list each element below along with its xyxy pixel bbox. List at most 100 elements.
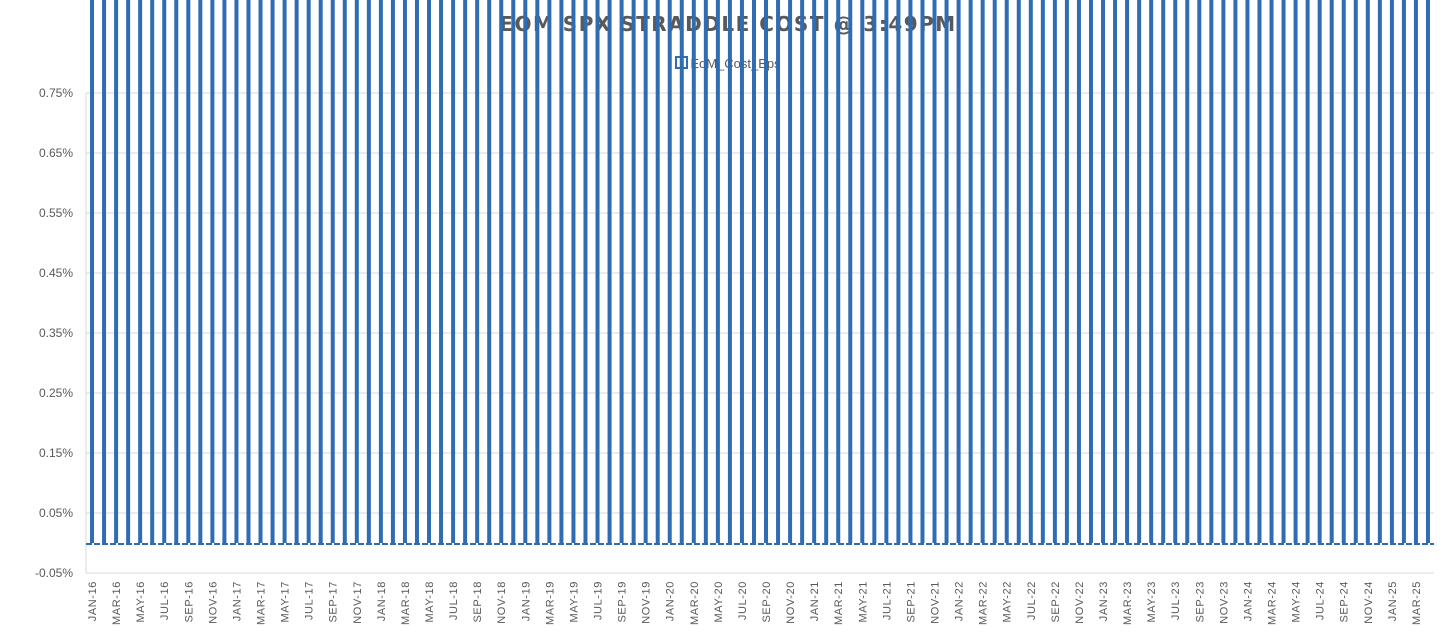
x-tick-label: JUL-23 [1170, 581, 1182, 620]
bar [764, 0, 769, 543]
bar [1052, 0, 1057, 543]
x-tick-label: MAY-20 [713, 581, 725, 623]
bar [511, 0, 516, 543]
bar [114, 0, 119, 543]
bar [1185, 0, 1190, 543]
x-tick-label: JUL-24 [1315, 581, 1327, 620]
bar [499, 0, 504, 543]
bar [222, 0, 227, 543]
bar [1233, 0, 1238, 543]
bar [1257, 0, 1262, 543]
bar [126, 0, 131, 543]
bar [1413, 0, 1418, 543]
bar [1341, 0, 1346, 543]
bar [1221, 0, 1226, 543]
bar [1365, 0, 1370, 543]
x-tick-label: NOV-17 [352, 581, 364, 624]
x-tick-label: MAY-23 [1146, 581, 1158, 623]
bar [1125, 0, 1130, 543]
x-tick-label: JAN-19 [520, 581, 532, 621]
bar [330, 0, 335, 543]
bar [1101, 0, 1106, 543]
bar [138, 0, 143, 543]
bar [679, 0, 684, 543]
x-tick-label: JUL-20 [737, 581, 749, 620]
x-tick-label: MAR-20 [689, 581, 701, 625]
bar [1137, 0, 1142, 543]
bar [1269, 0, 1274, 543]
bar [992, 0, 997, 543]
y-tick-label: 0.55% [39, 206, 73, 220]
bar [800, 0, 805, 543]
y-tick-label: 0.15% [39, 446, 73, 460]
bar [1209, 0, 1214, 543]
bar [342, 0, 347, 543]
x-tick-label: JAN-22 [954, 581, 966, 621]
x-tick-label: JUL-17 [304, 581, 316, 620]
bar [896, 0, 901, 543]
x-tick-label: JAN-25 [1387, 581, 1399, 621]
x-tick-label: MAR-18 [400, 581, 412, 625]
bar [1088, 0, 1093, 543]
y-tick-label: 0.05% [39, 506, 73, 520]
bar [968, 0, 973, 543]
bar [1281, 0, 1286, 543]
bar [402, 0, 407, 543]
x-axis-labels: JAN-16 MAR-16 MAY-16 JUL-16 SEP-16 NOV-16 JAN-… [87, 581, 1423, 625]
x-tick-label: NOV-22 [1074, 581, 1086, 624]
bar [1016, 0, 1021, 543]
x-tick-label: JAN-24 [1242, 581, 1254, 621]
bar [366, 0, 371, 543]
y-tick-label: 0.25% [39, 386, 73, 400]
y-axis-labels: -0.05% 0.05% 0.15% 0.25% 0.35% 0.45% 0.55% 0.65… [35, 86, 73, 580]
bar [1113, 0, 1118, 543]
x-tick-label: NOV-16 [207, 581, 219, 624]
x-tick-label: MAR-22 [978, 581, 990, 625]
y-tick-label: -0.05% [35, 566, 73, 580]
bar [836, 0, 841, 543]
x-tick-label: JAN-20 [665, 581, 677, 621]
bar [751, 0, 756, 543]
bar [655, 0, 660, 543]
bars [90, 0, 1430, 543]
bar [788, 0, 793, 543]
x-tick-label: SEP-18 [472, 581, 484, 623]
bar [1197, 0, 1202, 543]
bar [1329, 0, 1334, 543]
bar [1040, 0, 1045, 543]
bar [1389, 0, 1394, 543]
bar [270, 0, 275, 543]
x-tick-label: MAY-22 [1002, 581, 1014, 623]
bar [427, 0, 432, 543]
bar [487, 0, 492, 543]
bar [1004, 0, 1009, 543]
bar [1161, 0, 1166, 543]
bar [920, 0, 925, 543]
x-tick-label: MAY-16 [135, 581, 147, 623]
bar [908, 0, 913, 543]
x-tick-label: SEP-22 [1050, 581, 1062, 623]
bar [475, 0, 480, 543]
bar [691, 0, 696, 543]
bar [643, 0, 648, 543]
bar [378, 0, 383, 543]
bar [90, 0, 95, 543]
x-tick-label: SEP-20 [761, 581, 773, 623]
x-tick-label: SEP-24 [1339, 581, 1351, 623]
x-tick-label: JAN-17 [231, 581, 243, 621]
x-tick-label: MAR-23 [1122, 581, 1134, 625]
bar [1173, 0, 1178, 543]
x-tick-label: NOV-24 [1363, 581, 1375, 624]
bar [715, 0, 720, 543]
bar [210, 0, 215, 543]
legend-label: EoM_Cost_Bps [690, 56, 781, 71]
x-tick-label: JAN-18 [376, 581, 388, 621]
x-tick-label: MAR-19 [544, 581, 556, 625]
bar [944, 0, 949, 543]
bar [318, 0, 323, 543]
bar [932, 0, 937, 543]
bar [294, 0, 299, 543]
x-tick-label: JUL-21 [881, 581, 893, 620]
bar [414, 0, 419, 543]
